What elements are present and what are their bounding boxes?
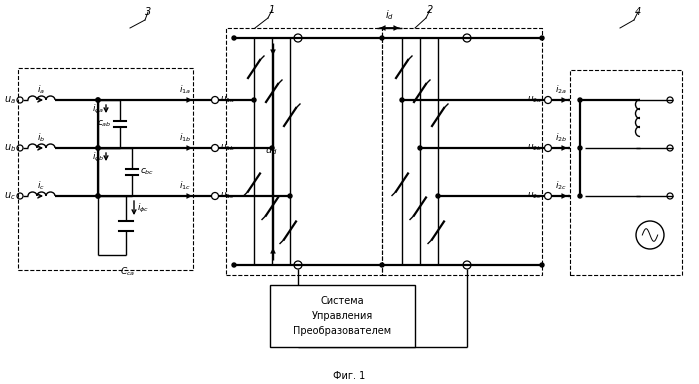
Text: Система
Управления
Преобразователем: Система Управления Преобразователем xyxy=(294,296,391,336)
Circle shape xyxy=(96,98,100,102)
Text: $i_{\phi b}$: $i_{\phi b}$ xyxy=(92,151,104,164)
Text: 1: 1 xyxy=(269,5,275,15)
Circle shape xyxy=(288,194,292,198)
Circle shape xyxy=(400,98,404,102)
Text: $i_{1a}$: $i_{1a}$ xyxy=(179,84,191,96)
Text: 4: 4 xyxy=(635,7,641,17)
Text: $i_{2b}$: $i_{2b}$ xyxy=(555,132,567,144)
Circle shape xyxy=(232,263,236,267)
Text: $i_b$: $i_b$ xyxy=(37,132,45,144)
Text: $i_{2a}$: $i_{2a}$ xyxy=(555,84,567,96)
Text: $u_{1b}$: $u_{1b}$ xyxy=(220,143,236,153)
Text: $u_b$: $u_b$ xyxy=(4,142,16,154)
Circle shape xyxy=(380,263,384,267)
Text: $u_{1a}$: $u_{1a}$ xyxy=(220,95,235,105)
Text: $u_{2c}$: $u_{2c}$ xyxy=(527,191,542,201)
Text: $u_{2b}$: $u_{2b}$ xyxy=(526,143,542,153)
Text: Фиг. 1: Фиг. 1 xyxy=(333,371,366,381)
Text: $i_c$: $i_c$ xyxy=(37,180,45,192)
Circle shape xyxy=(380,36,384,40)
Bar xyxy=(226,28,382,275)
Circle shape xyxy=(578,98,582,102)
Circle shape xyxy=(436,194,440,198)
Circle shape xyxy=(96,146,100,150)
Text: $u_d$: $u_d$ xyxy=(265,146,278,157)
Text: 2: 2 xyxy=(427,5,433,15)
Text: $u_c$: $u_c$ xyxy=(4,190,16,202)
Bar xyxy=(382,28,542,275)
Circle shape xyxy=(540,36,544,40)
Circle shape xyxy=(232,36,236,40)
Circle shape xyxy=(96,194,100,198)
Bar xyxy=(570,70,682,275)
Text: $i_{\phi c}$: $i_{\phi c}$ xyxy=(137,202,149,215)
Bar xyxy=(270,285,415,347)
Circle shape xyxy=(578,194,582,198)
Circle shape xyxy=(540,263,544,267)
Text: 3: 3 xyxy=(145,7,151,17)
Text: $C_{ca}$: $C_{ca}$ xyxy=(120,265,136,278)
Text: $u_{2a}$: $u_{2a}$ xyxy=(527,95,542,105)
Text: $i_{1c}$: $i_{1c}$ xyxy=(179,180,191,192)
Text: $i_a$: $i_a$ xyxy=(37,84,45,96)
Text: $u_{1c}$: $u_{1c}$ xyxy=(220,191,235,201)
Circle shape xyxy=(418,146,422,150)
Text: $u_a$: $u_a$ xyxy=(4,94,16,106)
Circle shape xyxy=(270,146,274,150)
Circle shape xyxy=(252,98,256,102)
Text: $i_{2c}$: $i_{2c}$ xyxy=(555,180,567,192)
Text: $c_{bc}$: $c_{bc}$ xyxy=(140,167,154,177)
Text: $i_{\phi a}$: $i_{\phi a}$ xyxy=(92,103,104,116)
Text: $c_{ab}$: $c_{ab}$ xyxy=(97,119,112,129)
Circle shape xyxy=(578,146,582,150)
Bar xyxy=(18,68,193,270)
Text: $i_d$: $i_d$ xyxy=(385,8,394,22)
Text: $i_{1b}$: $i_{1b}$ xyxy=(179,132,191,144)
